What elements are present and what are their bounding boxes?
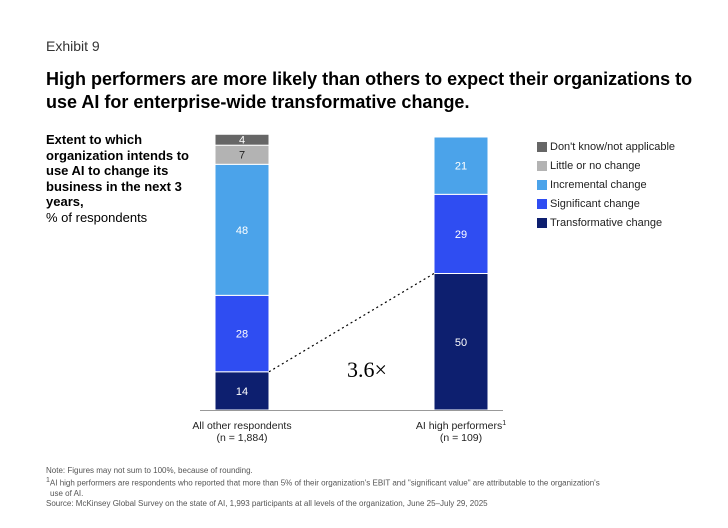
category-n-1: (n = 1,884) (216, 432, 267, 444)
source-note: Source: McKinsey Global Survey on the st… (46, 498, 488, 508)
legend-item-little: Little or no change (537, 156, 675, 175)
bar-segment-dont_know-1 (214, 133, 270, 146)
subtitle-unit: % of respondents (46, 209, 148, 225)
legend-swatch-incremental (537, 179, 547, 190)
legend-label-dont_know: Don't know/not applicable (550, 140, 676, 153)
data-label-little-1: 7 (239, 150, 245, 162)
legend-label-incremental: Incremental change (550, 178, 647, 191)
data-label-significant-1: 28 (236, 329, 248, 341)
legend-label-little: Little or no change (550, 159, 641, 172)
category-footnote-marker: 1 (502, 420, 506, 427)
data-label-incremental-1: 48 (236, 225, 248, 237)
legend-swatch-little (537, 160, 547, 171)
chart-legend: Don't know/not applicable Little or no ch… (537, 137, 675, 232)
category-label-1: All other respondents (192, 420, 291, 432)
multiplier-label: 3.6× (347, 357, 387, 382)
legend-item-significant: Significant change (537, 194, 675, 213)
footnote-text-line1: AI high performers are respondents who r… (49, 478, 600, 488)
legend-swatch-transformative (537, 217, 547, 228)
data-label-significant-2: 29 (455, 229, 467, 241)
data-label-incremental-2: 21 (455, 161, 467, 173)
legend-label-transformative: Transformative change (550, 216, 663, 229)
footnote-text-line2: use of AI. (50, 488, 84, 498)
legend-swatch-significant (537, 198, 547, 209)
legend-item-incremental: Incremental change (537, 175, 675, 194)
subtitle-description: Extent to which organization intends to … (46, 132, 189, 209)
bar-segment-incremental-1 (214, 163, 270, 296)
bar-segment-incremental-2 (433, 136, 489, 195)
category-label-2: AI high performers1 (416, 420, 506, 432)
footnote-marker: 1 (46, 477, 50, 484)
chart-notes: Note: Figures may not sum to 100%, becau… (46, 466, 686, 509)
legend-swatch-dont_know (537, 141, 547, 152)
legend-label-significant: Significant change (550, 197, 640, 210)
rounding-note: Note: Figures may not sum to 100%, becau… (46, 466, 253, 475)
category-n-2: (n = 109) (440, 432, 482, 444)
legend-item-dont_know: Don't know/not applicable (537, 137, 675, 156)
data-label-dont_know-1: 4 (239, 135, 245, 147)
data-label-transformative-1: 14 (236, 386, 248, 398)
legend-item-transformative: Transformative change (537, 213, 675, 232)
bar-segment-significant-1 (214, 294, 270, 373)
chart-subtitle: Extent to which organization intends to … (46, 132, 196, 225)
chart-headline: High performers are more likely than oth… (46, 69, 693, 112)
data-label-transformative-2: 50 (455, 337, 467, 349)
bar-segment-transformative-1 (214, 371, 270, 411)
high-performer-footnote: 1AI high performers are respondents who … (46, 476, 686, 489)
exhibit-label: Exhibit 9 (46, 38, 100, 54)
comparison-connector-line (268, 272, 435, 373)
